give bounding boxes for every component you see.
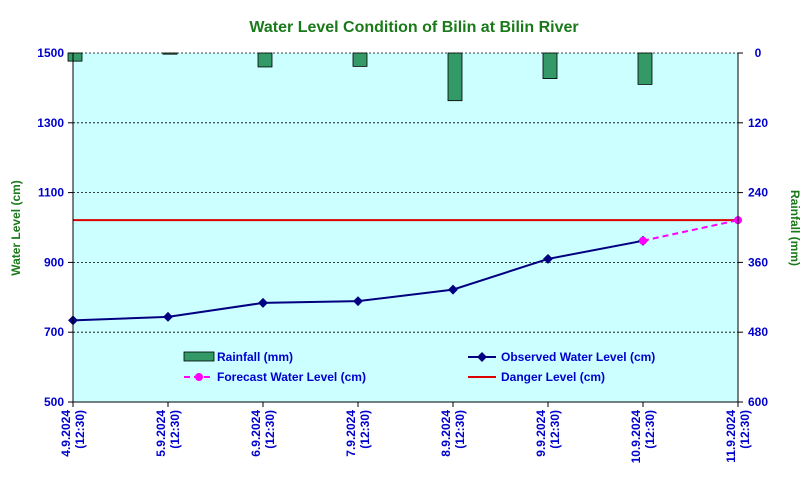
left-tick-label: 500 [44, 395, 64, 409]
axes [72, 53, 739, 403]
legend-rainfall-label: Rainfall (mm) [217, 350, 293, 364]
left-tick-label: 900 [44, 255, 64, 269]
rainfall-bar [162, 52, 178, 55]
observed-point [258, 297, 268, 308]
x-tick-label: 8.9.2024 (12:30) [439, 410, 467, 457]
rainfall-bar [352, 52, 368, 67]
legend-rainfall-swatch [183, 351, 215, 362]
x-tick-date: 8.9.2024 [439, 410, 453, 457]
y-axis-label-right: Rainfall (mm) [788, 190, 802, 266]
observed-point [448, 284, 458, 295]
left-tick-label: 1300 [37, 116, 64, 130]
x-tick-date: 11.9.2024 [724, 410, 738, 463]
x-tick-label: 4.9.2024 (12:30) [59, 410, 87, 457]
x-tick-label: 7.9.2024 (12:30) [344, 410, 372, 457]
left-tick-label: 1100 [38, 186, 64, 200]
left-tick-label: 1500 [37, 46, 64, 60]
right-tick-label: 120 [748, 116, 768, 130]
x-tick-time: (12:30) [263, 410, 277, 449]
water-level-lines [68, 216, 742, 326]
rainfall-bar [67, 52, 83, 62]
x-tick-date: 9.9.2024 [534, 410, 548, 457]
left-axis-ticks: 500 700 900 1100 1300 1500 [37, 46, 73, 409]
x-tick-label: 9.9.2024 (12:30) [534, 410, 562, 457]
x-tick-date: 7.9.2024 [344, 410, 358, 457]
right-tick-label: 240 [748, 186, 768, 200]
gridlines [73, 52, 738, 333]
rainfall-bar [447, 52, 463, 102]
x-tick-time: (12:30) [738, 410, 752, 449]
right-tick-label: 360 [748, 255, 768, 269]
x-tick-label: 6.9.2024 (12:30) [249, 410, 277, 457]
observed-point [543, 253, 553, 264]
x-tick-time: (12:30) [73, 410, 87, 449]
legend-observed-label: Observed Water Level (cm) [501, 350, 655, 364]
right-tick-label: 0 [755, 46, 762, 60]
rainfall-bar [257, 52, 273, 68]
chart-title: Water Level Condition of Bilin at Bilin … [249, 19, 578, 36]
x-tick-time: (12:30) [453, 410, 467, 449]
forecast-line [642, 219, 739, 242]
x-tick-label: 5.9.2024 (12:30) [154, 410, 182, 457]
x-axis-ticks: 4.9.2024 (12:30) 5.9.2024 (12:30) 6.9.2024 (1… [59, 402, 752, 463]
legend-forecast-label: Forecast Water Level (cm) [217, 370, 366, 384]
rainfall-bar [637, 52, 653, 85]
right-axis-ticks: 0 120 240 360 480 600 [738, 46, 768, 409]
y-axis-label-left: Water Level (cm) [9, 180, 23, 276]
x-tick-time: (12:30) [168, 410, 182, 449]
x-tick-date: 10.9.2024 [629, 410, 643, 464]
legend-observed-marker [477, 352, 487, 362]
forecast-point [639, 236, 647, 245]
rainfall-bar [542, 52, 558, 79]
x-tick-date: 5.9.2024 [154, 410, 168, 457]
x-tick-date: 4.9.2024 [59, 410, 73, 457]
x-tick-label: 11.9.2024 (12:30) [724, 410, 752, 463]
x-tick-label: 10.9.2024 (12:30) [629, 410, 657, 464]
x-tick-time: (12:30) [643, 410, 657, 449]
observed-point [163, 311, 173, 322]
legend: Rainfall (mm) Observed Water Level (cm) Fo… [183, 350, 655, 384]
rainfall-bars [67, 52, 653, 102]
legend-danger-label: Danger Level (cm) [501, 370, 605, 384]
plot-area [73, 53, 738, 402]
x-tick-date: 6.9.2024 [249, 410, 263, 457]
x-tick-time: (12:30) [548, 410, 562, 449]
right-tick-label: 600 [748, 395, 768, 409]
right-tick-label: 480 [748, 325, 768, 339]
legend-forecast-marker [195, 373, 203, 381]
left-tick-label: 700 [44, 325, 64, 339]
x-tick-time: (12:30) [358, 410, 372, 449]
observed-point [353, 296, 363, 307]
